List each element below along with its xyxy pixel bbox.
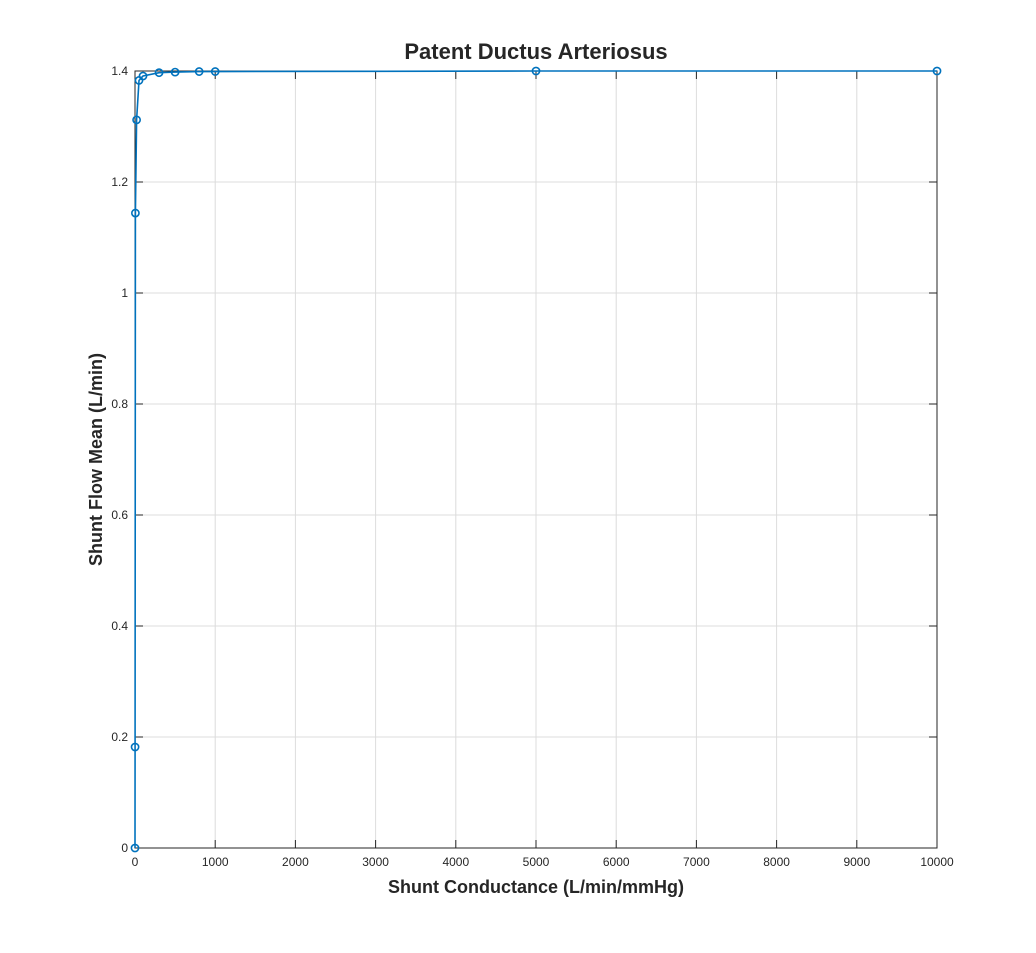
data-point xyxy=(210,67,220,76)
y-tick-label: 0.2 xyxy=(111,730,128,744)
data-point xyxy=(531,66,541,76)
x-tick-label: 2000 xyxy=(282,855,309,869)
x-tick-label: 9000 xyxy=(843,855,870,869)
grid xyxy=(134,70,938,849)
x-tick-label: 10000 xyxy=(920,855,954,869)
x-tick-label: 0 xyxy=(132,855,139,869)
x-tick-label: 8000 xyxy=(763,855,790,869)
x-tick-label: 4000 xyxy=(442,855,469,869)
series-line xyxy=(134,70,937,849)
data-point xyxy=(170,67,180,77)
data-point xyxy=(138,71,148,81)
x-axis-label: Shunt Conductance (L/min/mmHg) xyxy=(388,877,684,897)
x-tick-label: 7000 xyxy=(683,855,710,869)
data-point xyxy=(131,208,140,218)
y-tick-label: 1.4 xyxy=(111,64,128,78)
y-tick-label: 0.4 xyxy=(111,619,128,633)
x-tick-label: 3000 xyxy=(362,855,389,869)
y-tick-label: 0.8 xyxy=(111,397,128,411)
y-tick-label: 1 xyxy=(121,286,128,300)
data-point xyxy=(132,115,142,125)
x-tick-label: 1000 xyxy=(202,855,229,869)
y-tick-label: 1.2 xyxy=(111,175,128,189)
x-tick-label: 6000 xyxy=(603,855,630,869)
data-point xyxy=(154,68,164,78)
data-point xyxy=(130,843,140,853)
series-layer xyxy=(130,66,942,853)
data-point xyxy=(932,66,942,76)
data-point xyxy=(130,742,140,752)
data-point xyxy=(194,67,204,76)
y-tick-label: 0 xyxy=(121,841,128,855)
axes: 0 1000 2000 3000 4000 5000 6000 7000 8000 9000 100… xyxy=(111,64,954,869)
y-tick-label: 0.6 xyxy=(111,508,128,522)
chart-title: Patent Ductus Arteriosus xyxy=(404,39,667,64)
y-axis-label: Shunt Flow Mean (L/min) xyxy=(86,353,106,566)
x-tick-label: 5000 xyxy=(523,855,550,869)
